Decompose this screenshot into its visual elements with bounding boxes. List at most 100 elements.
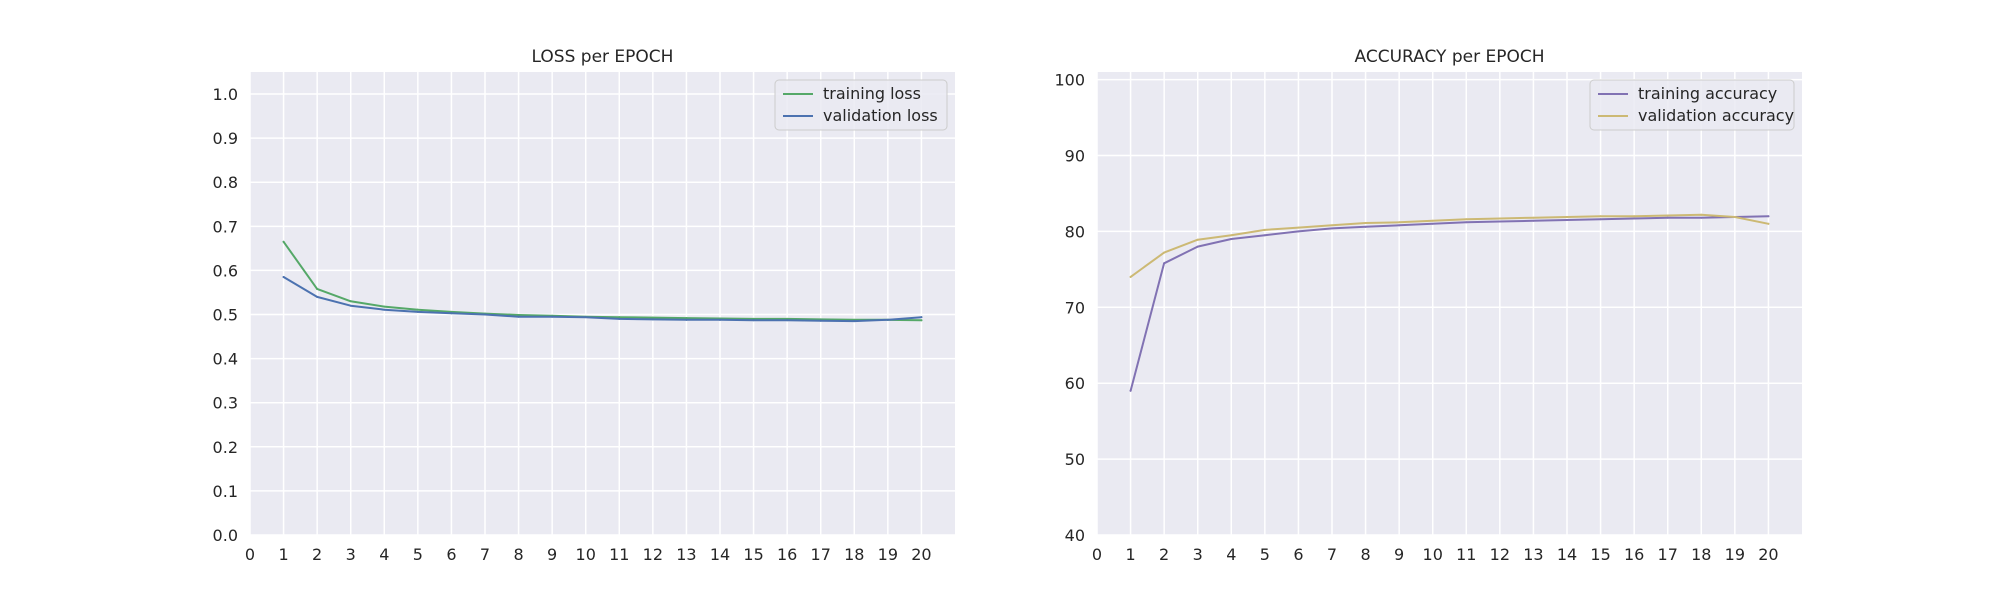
- data-point: [651, 318, 654, 321]
- x-tick-label: 5: [1260, 545, 1270, 564]
- data-point: [1633, 217, 1636, 220]
- y-tick-label: 50: [1065, 450, 1085, 469]
- data-point: [383, 308, 386, 311]
- data-point: [1297, 230, 1300, 233]
- data-point: [685, 317, 688, 320]
- x-tick-label: 2: [312, 545, 322, 564]
- x-tick-label: 4: [1226, 545, 1236, 564]
- legend-label: validation accuracy: [1638, 106, 1794, 125]
- data-point: [1230, 237, 1233, 240]
- x-tick-label: 18: [844, 545, 864, 564]
- y-tick-label: 0.2: [213, 438, 238, 457]
- y-tick-label: 60: [1065, 374, 1085, 393]
- legend-label: training loss: [823, 84, 921, 103]
- y-tick-label: 0.3: [213, 394, 238, 413]
- data-point: [719, 318, 721, 321]
- data-point: [1196, 238, 1199, 241]
- x-tick-label: 16: [777, 545, 797, 564]
- x-tick-label: 20: [911, 545, 931, 564]
- data-point: [1498, 217, 1501, 220]
- y-tick-label: 1.0: [213, 85, 238, 104]
- x-tick-label: 3: [1193, 545, 1203, 564]
- data-point: [551, 315, 554, 318]
- data-point: [316, 295, 319, 298]
- x-tick-label: 19: [1725, 545, 1745, 564]
- data-point: [1129, 389, 1132, 392]
- data-point: [1566, 219, 1568, 222]
- data-point: [786, 319, 789, 322]
- data-point: [1431, 219, 1434, 222]
- data-point: [819, 319, 822, 322]
- x-tick-label: 8: [1360, 545, 1370, 564]
- data-point: [1398, 221, 1401, 224]
- data-point: [651, 316, 654, 319]
- x-tick-label: 11: [1456, 545, 1476, 564]
- legend-label: training accuracy: [1638, 84, 1777, 103]
- x-tick-label: 17: [811, 545, 831, 564]
- data-point: [1398, 224, 1401, 227]
- data-point: [1163, 262, 1166, 265]
- x-tick-label: 6: [1293, 545, 1303, 564]
- y-tick-label: 0.5: [213, 306, 238, 325]
- data-point: [1666, 214, 1669, 217]
- data-point: [349, 300, 352, 303]
- data-point: [1633, 215, 1636, 218]
- series-line-1: [1129, 215, 1770, 392]
- x-tick-label: 18: [1691, 545, 1711, 564]
- legend-label: validation loss: [823, 106, 938, 125]
- x-tick-label: 1: [278, 545, 288, 564]
- x-tick-label: 7: [480, 545, 490, 564]
- data-point: [584, 316, 587, 319]
- data-point: [920, 319, 923, 322]
- y-tick-label: 0.9: [213, 129, 238, 148]
- x-tick-label: 8: [513, 545, 523, 564]
- x-tick-label: 16: [1624, 545, 1644, 564]
- data-point: [618, 316, 621, 319]
- series-line-1: [282, 240, 923, 322]
- data-point: [282, 240, 285, 243]
- y-tick-label: 0.0: [213, 526, 238, 545]
- data-point: [1230, 234, 1233, 237]
- data-point: [1498, 220, 1501, 223]
- data-point: [517, 315, 520, 318]
- data-point: [282, 276, 285, 279]
- y-tick-label: 0.6: [213, 261, 238, 280]
- y-tick-label: 0.7: [213, 217, 238, 236]
- chart-title: ACCURACY per EPOCH: [1355, 47, 1545, 67]
- y-tick-label: 40: [1065, 526, 1085, 545]
- data-point: [1431, 222, 1434, 225]
- data-point: [1700, 216, 1703, 219]
- data-point: [450, 312, 453, 315]
- legend-box: [1589, 79, 1795, 131]
- x-tick-label: 5: [413, 545, 423, 564]
- data-point: [1163, 251, 1166, 254]
- data-point: [1263, 228, 1266, 231]
- data-point: [1700, 213, 1703, 216]
- data-point: [1599, 218, 1602, 221]
- x-tick-label: 13: [676, 545, 696, 564]
- data-point: [618, 317, 621, 320]
- x-tick-label: 9: [1394, 545, 1404, 564]
- x-tick-label: 19: [878, 545, 898, 564]
- x-tick-label: 10: [1423, 545, 1443, 564]
- data-point: [1297, 226, 1300, 229]
- data-point: [853, 320, 856, 323]
- x-tick-label: 20: [1758, 545, 1778, 564]
- data-point: [517, 313, 520, 316]
- data-point: [886, 318, 889, 321]
- x-tick-label: 17: [1658, 545, 1678, 564]
- x-tick-label: 15: [1590, 545, 1610, 564]
- data-point: [416, 308, 419, 311]
- data-point: [1331, 224, 1333, 227]
- x-tick-label: 6: [446, 545, 456, 564]
- y-tick-label: 70: [1065, 298, 1085, 317]
- data-point: [316, 287, 319, 290]
- y-tick-label: 80: [1065, 222, 1085, 241]
- data-point: [1331, 227, 1333, 230]
- x-tick-label: 14: [1557, 545, 1577, 564]
- x-tick-label: 4: [379, 545, 389, 564]
- data-point: [1566, 215, 1568, 218]
- data-point: [920, 316, 923, 319]
- x-tick-label: 14: [710, 545, 730, 564]
- data-point: [416, 310, 419, 313]
